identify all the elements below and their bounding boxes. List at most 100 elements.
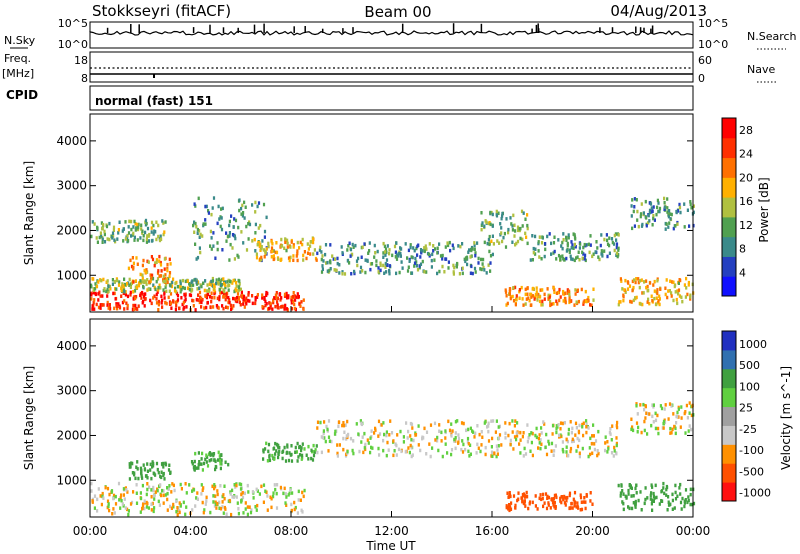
velocity-cell	[687, 495, 690, 499]
power-cell	[521, 237, 524, 242]
power-cell	[220, 283, 224, 287]
velocity-colorbar-tick: 1000	[739, 338, 767, 351]
power-cell	[492, 242, 495, 246]
power-cell	[501, 214, 504, 218]
power-cell	[254, 298, 257, 302]
power-cell	[653, 289, 656, 293]
velocity-cell	[93, 494, 97, 498]
velocity-cell	[589, 436, 592, 441]
power-cell	[215, 281, 218, 286]
power-cell	[395, 271, 398, 276]
power-cell	[242, 294, 246, 299]
velocity-cell	[223, 497, 226, 501]
power-cell	[656, 291, 659, 296]
power-cell	[261, 305, 264, 309]
velocity-cell	[568, 493, 571, 498]
power-cell	[306, 242, 309, 246]
velocity-cell	[539, 438, 542, 442]
velocity-cell	[436, 435, 439, 440]
velocity-cell	[204, 457, 207, 462]
power-cell	[192, 283, 195, 287]
power-cell	[539, 295, 542, 299]
power-cell	[241, 293, 244, 298]
power-cell	[558, 298, 561, 303]
power-cell	[150, 276, 153, 280]
power-cell	[137, 281, 141, 286]
power-cell	[589, 243, 592, 247]
power-cell	[643, 280, 646, 284]
velocity-cell	[689, 502, 692, 507]
power-cell	[141, 276, 144, 280]
power-cell	[229, 242, 232, 247]
power-cell	[220, 216, 223, 220]
power-cell	[348, 261, 351, 265]
power-cell	[589, 303, 592, 307]
power-cell	[349, 254, 352, 258]
power-cell	[565, 236, 568, 240]
velocity-cell	[320, 450, 323, 455]
power-cell	[106, 303, 109, 307]
power-cell	[170, 284, 174, 289]
velocity-cell	[303, 447, 306, 451]
power-cell	[419, 262, 423, 266]
power-cell	[206, 283, 209, 287]
power-cell	[511, 294, 514, 299]
power-cell	[133, 235, 136, 240]
power-cell	[241, 214, 244, 218]
power-cell	[234, 287, 237, 291]
power-cell	[175, 290, 178, 294]
x-tick-label: 12:00	[374, 524, 409, 538]
velocity-cell	[495, 419, 498, 423]
power-cell	[588, 250, 591, 255]
power-cell	[210, 247, 213, 251]
velocity-cell	[585, 430, 588, 435]
power-cell	[368, 241, 371, 245]
velocity-cell	[537, 437, 540, 441]
velocity-cell	[678, 486, 681, 490]
velocity-cell	[590, 442, 593, 446]
power-cell	[375, 259, 378, 263]
velocity-cell	[135, 491, 138, 495]
power-cell	[259, 223, 262, 228]
velocity-cell	[184, 482, 187, 486]
power-cell	[320, 257, 323, 262]
velocity-cell	[143, 467, 146, 471]
velocity-cell	[604, 448, 607, 453]
power-cell	[326, 269, 329, 273]
power-cell	[124, 293, 127, 297]
power-cell	[181, 285, 185, 290]
velocity-cell	[468, 454, 471, 458]
power-cell	[292, 245, 295, 249]
power-cell	[166, 262, 169, 267]
power-cell	[245, 302, 248, 306]
power-cell	[129, 258, 132, 263]
power-cell	[207, 209, 210, 213]
power-cell	[141, 301, 144, 305]
velocity-cell	[397, 447, 401, 452]
velocity-cell	[516, 421, 519, 425]
power-cell	[491, 224, 494, 228]
power-cell	[320, 250, 323, 254]
power-cell	[96, 240, 99, 244]
power-cell	[175, 303, 178, 308]
velocity-cell	[596, 449, 599, 453]
velocity-cell	[267, 442, 271, 447]
power-cell	[550, 252, 553, 256]
power-cell	[516, 228, 520, 233]
velocity-cell	[231, 488, 234, 493]
power-cell	[93, 298, 96, 302]
velocity-cell	[237, 507, 240, 511]
velocity-cell	[683, 504, 686, 509]
velocity-cell	[395, 453, 398, 457]
velocity-cell	[429, 423, 433, 427]
power-cell	[165, 289, 168, 293]
power-cell	[169, 301, 173, 305]
velocity-cell	[677, 407, 680, 411]
power-cell	[283, 294, 287, 298]
velocity-cell	[635, 402, 638, 406]
power-cell	[261, 293, 264, 297]
power-cell	[466, 262, 469, 267]
velocity-cell	[561, 447, 564, 452]
velocity-cell	[314, 448, 317, 452]
